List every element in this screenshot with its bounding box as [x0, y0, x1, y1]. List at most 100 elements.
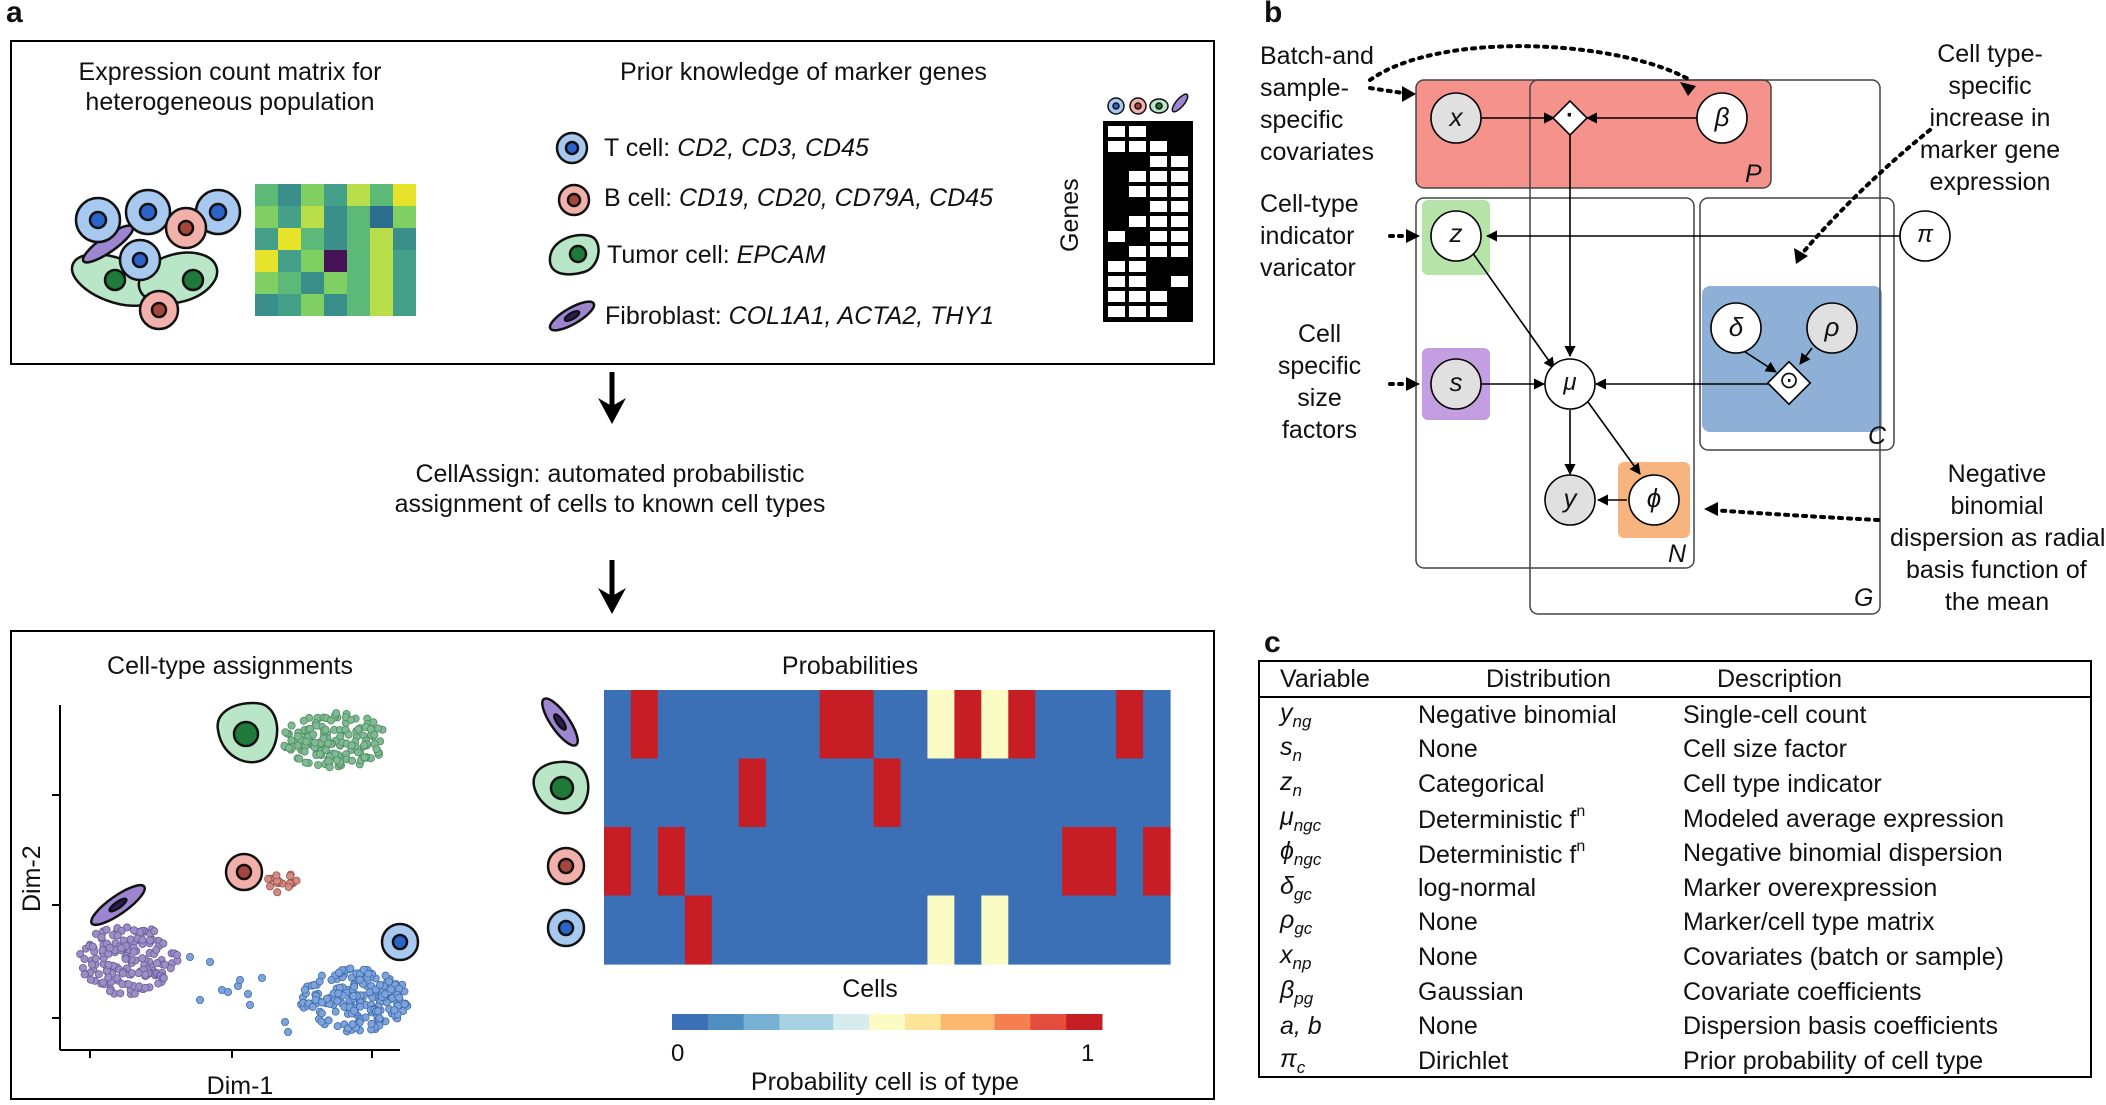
- heatmap-cell: [954, 827, 982, 897]
- heatmap-cell: [1008, 690, 1036, 760]
- expression-matrix-cell: [393, 228, 416, 250]
- node-z: [1430, 210, 1482, 262]
- expr-title-line2: heterogeneous population: [85, 88, 375, 116]
- colorbar-segment: [887, 1014, 906, 1030]
- scatter-point: [317, 1017, 326, 1026]
- scatter-point: [159, 939, 168, 948]
- annotation-celltype: Cell type-specific increase in marker gene…: [1919, 40, 2061, 196]
- node-odot: [1766, 360, 1812, 406]
- heatmap-cell: [1143, 895, 1171, 965]
- marker-matrix-cell: [1150, 246, 1167, 257]
- colorbar-segment: [833, 1014, 852, 1030]
- heatmap-cell: [1143, 690, 1171, 760]
- heatmap-cell: [981, 690, 1009, 760]
- scatter-point: [332, 709, 341, 718]
- scatter-point: [336, 732, 345, 741]
- expression-matrix-cell: [370, 228, 393, 250]
- scatter-point: [141, 970, 150, 979]
- distribution-cell: Negative binomial: [1418, 700, 1617, 729]
- distribution-cell: Gaussian: [1418, 977, 1524, 1006]
- node-s: [1430, 358, 1482, 410]
- heatmap-cell: [900, 827, 929, 897]
- scatter-point: [141, 983, 150, 992]
- marker-matrix-cell: [1108, 231, 1125, 242]
- marker-matrix-cell: [1171, 291, 1188, 302]
- heatmap-cell: [954, 758, 982, 828]
- marker-matrix-cell: [1108, 291, 1125, 302]
- marker-matrix-cell: [1150, 201, 1167, 212]
- scatter-point: [129, 926, 138, 935]
- colorbar-segment: [1066, 1014, 1085, 1030]
- scatter-point: [333, 997, 342, 1006]
- table-row: yng Negative binomial Single-cell count: [1260, 697, 2090, 733]
- expression-matrix-cell: [393, 272, 416, 294]
- scatter-point: [283, 1028, 292, 1037]
- marker-matrix-cell: [1171, 141, 1188, 152]
- table-row: βpg Gaussian Covariate coefficients: [1260, 975, 2090, 1010]
- scatter-point: [243, 990, 252, 999]
- scatter-point: [105, 943, 114, 952]
- colorbar: [672, 1014, 1103, 1030]
- description-cell: Cell size factor: [1683, 735, 1847, 764]
- colorbar-segment: [994, 1014, 1013, 1030]
- description-cell: Prior probability of cell type: [1683, 1046, 1984, 1075]
- heatmap-cell: [1062, 827, 1090, 897]
- scatter-point: [302, 737, 311, 746]
- heatmap-cell: [900, 758, 929, 828]
- scatter-point: [154, 979, 163, 988]
- scatter-point: [159, 974, 168, 983]
- description-cell: Marker overexpression: [1683, 873, 1938, 902]
- node-phi: [1628, 474, 1680, 526]
- cellassign-line1: CellAssign: automated probabilistic: [415, 460, 805, 488]
- table-header-row: Variable Distribution Description: [1260, 662, 2090, 698]
- scatter-point: [272, 871, 281, 880]
- expression-matrix-cell: [278, 250, 301, 272]
- variable-cell: yng: [1280, 698, 1312, 731]
- distribution-cell: Deterministic fn: [1418, 837, 1586, 869]
- node-z-label: z: [1449, 218, 1463, 248]
- table-row: xnp None Covariates (batch or sample): [1260, 940, 2090, 975]
- scatter-point: [126, 935, 135, 944]
- scatter-point: [347, 741, 356, 750]
- heatmap-cell: [927, 758, 955, 828]
- scatter-point: [309, 730, 318, 739]
- heatmap-cell: [765, 758, 794, 828]
- heatmap-cell: [684, 758, 713, 828]
- annotation-dispersion: Negative binomial dispersion as radial basi…: [1890, 460, 2106, 616]
- heatmap-cell: [604, 827, 632, 897]
- probability-heatmap: [604, 690, 1171, 965]
- heatmap-cell: [1035, 758, 1063, 828]
- expression-matrix-cell: [278, 184, 301, 206]
- scatter-point: [400, 1000, 409, 1009]
- scatter-point: [332, 756, 341, 765]
- plate-C-label: C: [1868, 422, 1887, 450]
- flow-arrow-1: [598, 372, 626, 424]
- colorbar-segment: [672, 1014, 691, 1030]
- scatter-point: [266, 882, 275, 891]
- description-cell: Negative binomial dispersion: [1683, 839, 2003, 868]
- distribution-cell: None: [1418, 1012, 1478, 1041]
- heatmap-cell: [873, 690, 902, 760]
- panel-a-input-box: [10, 40, 1215, 365]
- colorbar-segment: [940, 1014, 960, 1030]
- expression-matrix-cell: [301, 272, 324, 294]
- colorbar-segment: [976, 1014, 995, 1030]
- heatmap-cell: [738, 895, 767, 965]
- header-description: Description: [1683, 662, 2090, 698]
- scatter-point: [130, 947, 139, 956]
- flow-arrow-2: [598, 560, 626, 614]
- tcell-icon: [555, 131, 589, 165]
- node-odot-label: ⊙: [1778, 367, 1800, 394]
- colorbar-segment: [707, 1014, 727, 1030]
- marker-bcell: B cell: CD19, CD20, CD79A, CD45: [604, 184, 994, 212]
- marker-matrix-cell: [1150, 156, 1167, 167]
- scatter-point: [355, 975, 364, 984]
- scatter-point: [331, 1007, 340, 1016]
- colorbar-segment: [689, 1014, 709, 1030]
- expression-matrix-cell: [324, 250, 347, 272]
- description-cell: Cell type indicator: [1683, 769, 1882, 798]
- marker-matrix-cell: [1129, 276, 1146, 287]
- scatter-point: [346, 964, 355, 973]
- marker-matrix-cell: [1129, 201, 1146, 212]
- scatter-point: [152, 959, 161, 968]
